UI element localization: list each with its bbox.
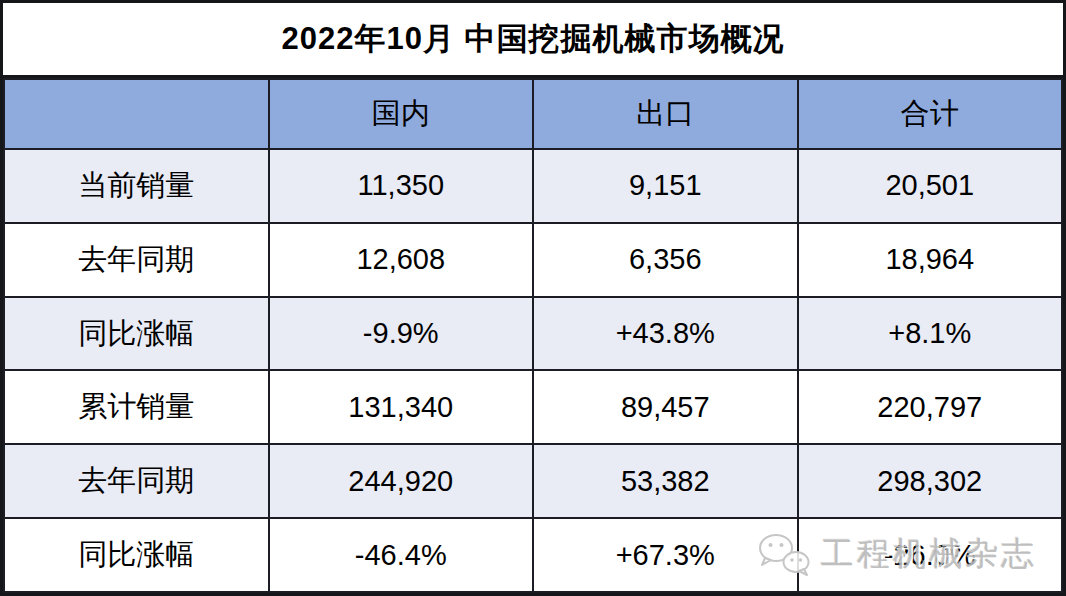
cell-value: 220,797 (798, 370, 1063, 444)
cell-value: -26.0% (798, 518, 1063, 592)
table-row-last-year-same-period: 去年同期 12,608 6,356 18,964 (4, 223, 1062, 297)
row-label: 当前销量 (4, 149, 269, 223)
header-cell-empty (4, 79, 269, 149)
cell-value: 53,382 (533, 444, 798, 518)
table-header: 国内 出口 合计 (4, 79, 1062, 149)
header-row: 国内 出口 合计 (4, 79, 1062, 149)
cell-value: -46.4% (269, 518, 534, 592)
cell-value: 9,151 (533, 149, 798, 223)
cell-value: 6,356 (533, 223, 798, 297)
table-row-last-year-cumulative: 去年同期 244,920 53,382 298,302 (4, 444, 1062, 518)
header-cell-domestic: 国内 (269, 79, 534, 149)
cell-value: +67.3% (533, 518, 798, 592)
table-body: 当前销量 11,350 9,151 20,501 去年同期 12,608 6,3… (4, 149, 1062, 592)
market-overview-card: 2022年10月 中国挖掘机械市场概况 国内 出口 合计 当前销量 11,350… (0, 0, 1066, 596)
cell-value: 20,501 (798, 149, 1063, 223)
cell-value: +43.8% (533, 297, 798, 371)
cell-value: -9.9% (269, 297, 534, 371)
page-title: 2022年10月 中国挖掘机械市场概况 (3, 3, 1063, 78)
row-label: 累计销量 (4, 370, 269, 444)
table-row-cumulative-sales: 累计销量 131,340 89,457 220,797 (4, 370, 1062, 444)
cell-value: +8.1% (798, 297, 1063, 371)
cell-value: 11,350 (269, 149, 534, 223)
cell-value: 12,608 (269, 223, 534, 297)
row-label: 去年同期 (4, 223, 269, 297)
cell-value: 89,457 (533, 370, 798, 444)
cell-value: 18,964 (798, 223, 1063, 297)
row-label: 同比涨幅 (4, 518, 269, 592)
cell-value: 244,920 (269, 444, 534, 518)
row-label: 同比涨幅 (4, 297, 269, 371)
cell-value: 131,340 (269, 370, 534, 444)
row-label: 去年同期 (4, 444, 269, 518)
table-row-cumulative-yoy-change: 同比涨幅 -46.4% +67.3% -26.0% (4, 518, 1062, 592)
header-cell-total: 合计 (798, 79, 1063, 149)
market-table: 国内 出口 合计 当前销量 11,350 9,151 20,501 去年同期 1… (3, 78, 1063, 593)
table-row-current-sales: 当前销量 11,350 9,151 20,501 (4, 149, 1062, 223)
table-row-yoy-change: 同比涨幅 -9.9% +43.8% +8.1% (4, 297, 1062, 371)
cell-value: 298,302 (798, 444, 1063, 518)
header-cell-export: 出口 (533, 79, 798, 149)
